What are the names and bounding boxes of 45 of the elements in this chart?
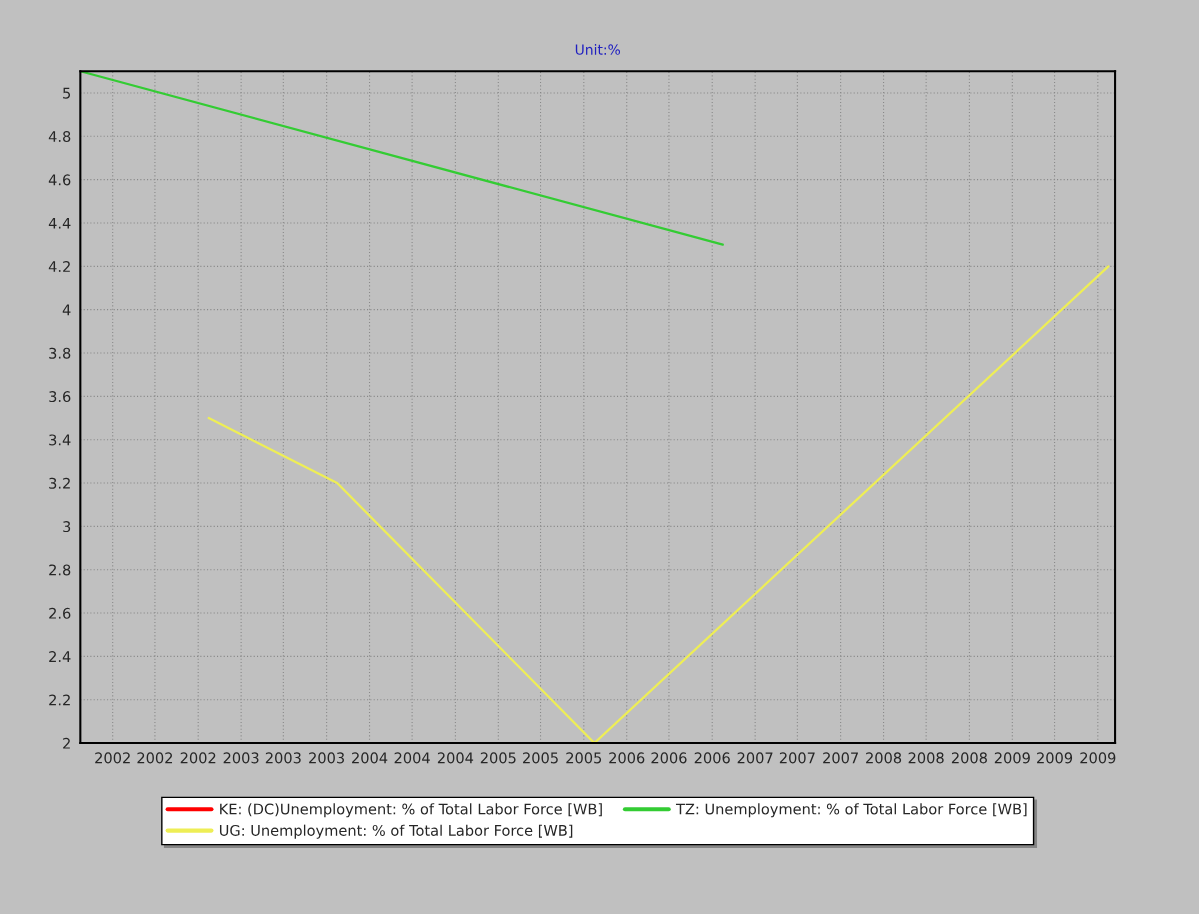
y-tick-label: 4.6 [48, 174, 71, 186]
y-tick-label: 2.2 [49, 694, 70, 706]
y-tick-label: 2.8 [49, 564, 71, 576]
y-tick-label: 5 [63, 87, 71, 99]
y-tick-label: 3.8 [49, 347, 71, 359]
y-tick-label: 4.4 [48, 217, 71, 229]
x-tick-label: 2003 [309, 752, 344, 764]
x-tick-label: 2003 [223, 752, 259, 764]
y-tick-label: 2 [63, 737, 70, 749]
y-tick-label: 3.4 [49, 434, 71, 446]
x-tick-label: 2003 [265, 752, 301, 764]
x-tick-label: 2004 [394, 752, 430, 764]
x-tick-label: 2009 [994, 752, 1030, 764]
y-tick-label: 2.6 [49, 607, 71, 619]
x-tick-label: 2007 [737, 752, 773, 764]
x-tick-label: 2005 [480, 752, 516, 764]
y-tick-label: 3.6 [49, 391, 71, 403]
legend-label: UG: Unemployment: % of Total Labor Force [WB] [219, 824, 573, 839]
x-tick-label: 2005 [523, 752, 558, 764]
y-tick-label: 4.8 [48, 131, 71, 143]
x-tick-label: 2008 [951, 752, 987, 764]
line-series [207, 265, 1110, 744]
x-tick-label: 2009 [1080, 752, 1116, 764]
x-tick-label: 2002 [137, 752, 173, 764]
x-tick-label: 2007 [823, 752, 858, 764]
x-tick-label: 2004 [437, 752, 474, 764]
legend-label: TZ: Unemployment: % of Total Labor Force [WB] [675, 803, 1027, 818]
x-tick-label: 2006 [609, 752, 645, 764]
x-tick-label: 2006 [651, 752, 687, 764]
y-tick-label: 3.2 [49, 477, 70, 489]
x-tick-label: 2008 [866, 752, 902, 764]
x-tick-label: 2004 [352, 752, 388, 764]
chart-title: Unit:% [575, 44, 621, 55]
x-tick-label: 2005 [566, 752, 602, 764]
x-tick-label: 2007 [779, 752, 815, 764]
x-tick-label: 2008 [908, 752, 944, 764]
y-tick-label: 3 [63, 521, 71, 533]
y-tick-label: 4 [62, 304, 71, 316]
x-tick-label: 2002 [180, 752, 216, 764]
y-tick-label: 4.2 [48, 261, 70, 272]
x-tick-label: 2002 [95, 752, 130, 764]
x-tick-label: 2009 [1037, 752, 1073, 764]
y-tick-label: 2.4 [49, 651, 71, 662]
legend-label: KE: (DC)Unemployment: % of Total Labor Force [WB] [220, 803, 602, 818]
x-tick-label: 2006 [694, 752, 730, 764]
